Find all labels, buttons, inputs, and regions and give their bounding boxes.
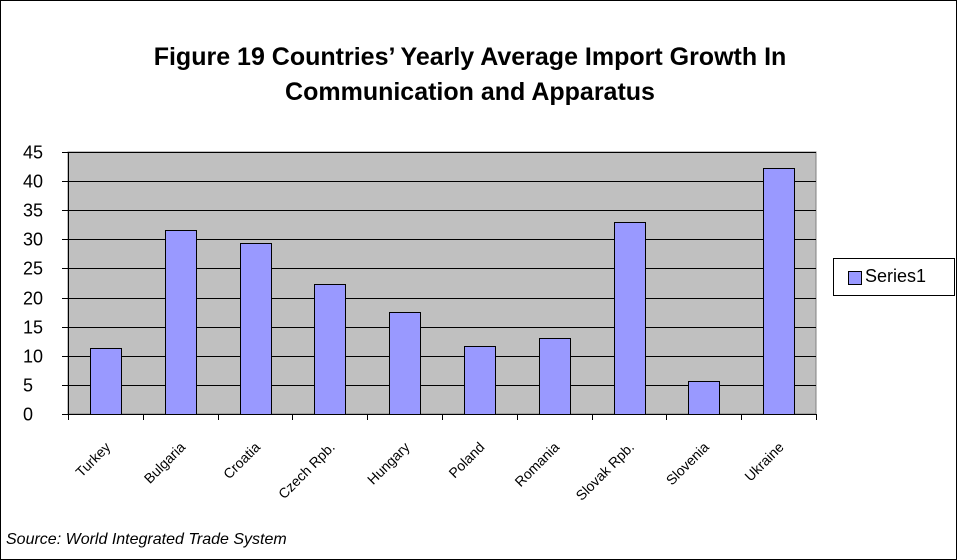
y-tick-label: 0 [23,405,33,425]
bar [763,168,795,415]
bar [614,222,646,415]
source-note: Source: World Integrated Trade System [6,531,287,548]
x-tick-label: Turkey [72,439,113,480]
y-tick-label: 20 [23,289,43,309]
legend-label: Series1 [865,266,927,286]
bar [464,346,496,415]
bar [314,284,346,415]
chart-title-line-2: Communication and Apparatus [285,78,655,106]
x-tick-label: Bulgaria [141,439,189,487]
y-tick-label: 5 [23,376,33,396]
y-tick-label: 35 [23,201,43,221]
y-tick-label: 30 [23,230,43,250]
x-tick-label: Slovenia [663,439,712,488]
y-tick-label: 25 [23,259,43,279]
y-tick-label: 15 [23,318,43,338]
x-tick-label: Czech Rpb. [275,439,338,502]
bar [240,243,272,415]
x-tick-label: Hungary [364,439,413,488]
y-tick-label: 45 [23,143,43,163]
y-tick-label: 10 [23,347,43,367]
x-tick-label: Slovak Rpb. [572,439,637,504]
bar [389,312,421,415]
y-tick-label: 40 [23,172,43,192]
legend: Series1 [833,258,955,296]
bar [688,381,720,415]
x-tick-label: Poland [445,439,487,481]
chart-title-line-1: Figure 19 Countries’ Yearly Average Impo… [153,43,787,71]
x-tick-label: Croatia [220,439,263,482]
bar [539,338,571,415]
chart-title: Figure 19 Countries’ Yearly Average Impo… [40,40,900,110]
bar [90,348,122,415]
legend-swatch [848,271,862,285]
x-tick-label: Romania [511,439,562,490]
x-tick-label: Ukraine [741,439,787,485]
bar [165,230,197,415]
